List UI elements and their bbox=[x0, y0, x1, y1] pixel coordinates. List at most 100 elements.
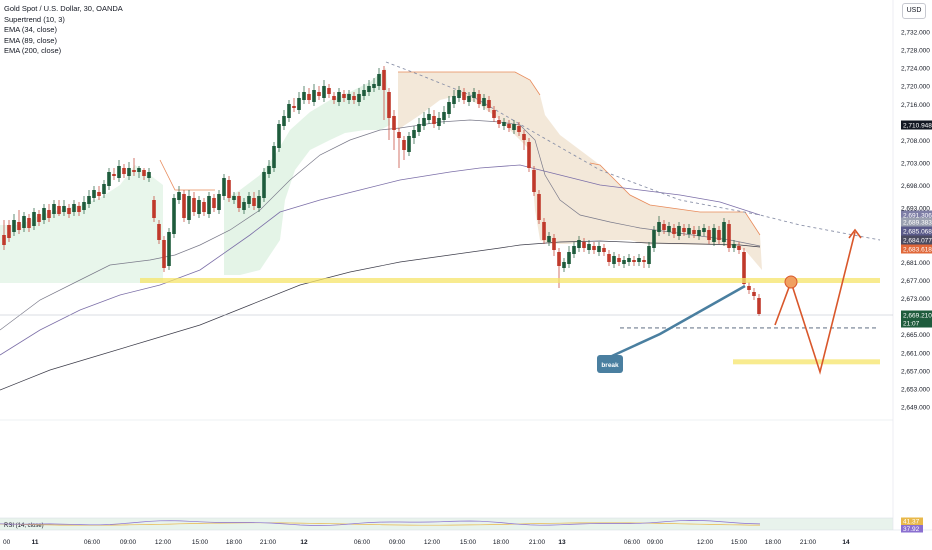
price-tag-label: 2,684.077 bbox=[903, 237, 932, 244]
candle-body bbox=[517, 126, 521, 132]
candle-body bbox=[752, 292, 756, 296]
candle-body bbox=[2, 235, 6, 245]
price-tag-box bbox=[901, 226, 932, 236]
candle-body bbox=[542, 222, 546, 240]
x-tick-label: 06:00 bbox=[624, 539, 641, 546]
candle-body bbox=[337, 92, 341, 102]
candle-body bbox=[202, 202, 206, 212]
projection-arrowhead bbox=[848, 228, 862, 239]
candle-body bbox=[107, 172, 111, 186]
candle-body bbox=[272, 146, 276, 168]
candle-body bbox=[87, 196, 91, 204]
candle-body bbox=[697, 230, 701, 236]
countdown-box bbox=[901, 319, 932, 328]
candle-body bbox=[562, 262, 566, 268]
candle-body bbox=[587, 244, 591, 250]
candle-body bbox=[267, 166, 271, 174]
candle-body bbox=[707, 230, 711, 240]
candle-body bbox=[577, 240, 581, 248]
x-tick-label: 15:00 bbox=[192, 539, 209, 546]
projection-path bbox=[774, 231, 856, 375]
candle-body bbox=[412, 130, 416, 138]
candle-body bbox=[232, 196, 236, 200]
candles bbox=[2, 66, 761, 316]
candle-body bbox=[612, 256, 616, 264]
candle-body bbox=[212, 198, 216, 208]
candle-body bbox=[572, 246, 576, 254]
candle-body bbox=[442, 112, 446, 120]
candle-body bbox=[557, 252, 561, 266]
x-tick-label: 21:00 bbox=[260, 539, 277, 546]
price-tag-label: 2,669.210 bbox=[903, 312, 932, 319]
candle-body bbox=[422, 118, 426, 126]
x-tick-label: 12:00 bbox=[697, 539, 714, 546]
candle-body bbox=[92, 190, 96, 198]
break-pointer-line bbox=[611, 284, 746, 358]
supertrend-down-fill bbox=[398, 72, 762, 270]
indicator-ema-34[interactable]: EMA (34, close) bbox=[4, 25, 57, 34]
time-axis[interactable]: 00 11 06:00 09:00 12:00 15:00 18:00 21:00 12 06:0… bbox=[3, 539, 850, 546]
supertrend-up-fill-2 bbox=[224, 68, 390, 275]
y-tick-label: 2,657.000 bbox=[901, 368, 930, 375]
y-tick-label: 2,677.000 bbox=[901, 278, 930, 285]
candle-body bbox=[132, 170, 136, 172]
chart-legend: Gold Spot / U.S. Dollar, 30, OANDA Super… bbox=[4, 4, 123, 57]
candle-body bbox=[432, 116, 436, 124]
x-tick-label: 18:00 bbox=[493, 539, 510, 546]
indicator-ema-89[interactable]: EMA (89, close) bbox=[4, 35, 57, 45]
candle-body bbox=[122, 168, 126, 174]
candle-body bbox=[167, 232, 171, 266]
x-tick-label: 12:00 bbox=[155, 539, 172, 546]
candle-body bbox=[237, 196, 241, 208]
candle-body bbox=[592, 246, 596, 250]
candle-body bbox=[347, 94, 351, 100]
candle-body bbox=[27, 218, 31, 228]
candle-body bbox=[642, 260, 646, 262]
rsi-value-box bbox=[901, 517, 923, 525]
rsi-line bbox=[0, 520, 761, 526]
indicator-ema-200[interactable]: EMA (200, close) bbox=[4, 46, 62, 55]
candle-body bbox=[372, 84, 376, 88]
candle-body bbox=[197, 200, 201, 214]
supertrend-down-line bbox=[398, 71, 541, 96]
supertrend-down-line-2 bbox=[589, 162, 761, 236]
y-tick-label: 2,728.000 bbox=[901, 48, 930, 55]
x-tick-label: 13 bbox=[558, 539, 566, 546]
y-tick-label: 2,673.000 bbox=[901, 296, 930, 303]
candle-body bbox=[37, 214, 41, 222]
currency-button[interactable]: USD bbox=[902, 3, 926, 19]
x-tick-label: 09:00 bbox=[389, 539, 406, 546]
y-tick-label: 2,703.000 bbox=[901, 161, 930, 168]
candle-body bbox=[397, 132, 401, 138]
chart-title: Gold Spot / U.S. Dollar, 30, OANDA bbox=[4, 4, 123, 13]
supertrend-down-line-3 bbox=[159, 159, 215, 191]
countdown-label: 21:07 bbox=[903, 321, 920, 328]
candle-body bbox=[512, 124, 516, 130]
candle-body bbox=[452, 96, 456, 104]
candle-body bbox=[142, 170, 146, 176]
candle-body bbox=[307, 94, 311, 100]
candle-body bbox=[687, 228, 691, 234]
x-tick-label: 15:00 bbox=[731, 539, 748, 546]
x-tick-label: 09:00 bbox=[647, 539, 664, 546]
price-tag-box bbox=[901, 235, 932, 245]
candle-body bbox=[417, 124, 421, 132]
candle-body bbox=[172, 198, 176, 234]
price-tag-label: 2,689.383 bbox=[903, 219, 932, 226]
x-tick-label: 18:00 bbox=[765, 539, 782, 546]
candle-body bbox=[67, 208, 71, 214]
candle-body bbox=[637, 258, 641, 262]
candle-body bbox=[357, 94, 361, 102]
candle-body bbox=[427, 114, 431, 120]
candle-body bbox=[662, 224, 666, 230]
y-tick-label: 2,653.000 bbox=[901, 386, 930, 393]
candle-body bbox=[162, 240, 166, 268]
indicator-supertrend[interactable]: Supertrend (10, 3) bbox=[4, 14, 65, 24]
price-tag-label: 2,685.068 bbox=[903, 228, 932, 235]
candle-body bbox=[552, 238, 556, 250]
y-tick-label: 2,681.000 bbox=[901, 260, 930, 267]
y-tick-label: 2,724.000 bbox=[901, 66, 930, 73]
candle-body bbox=[657, 222, 661, 232]
